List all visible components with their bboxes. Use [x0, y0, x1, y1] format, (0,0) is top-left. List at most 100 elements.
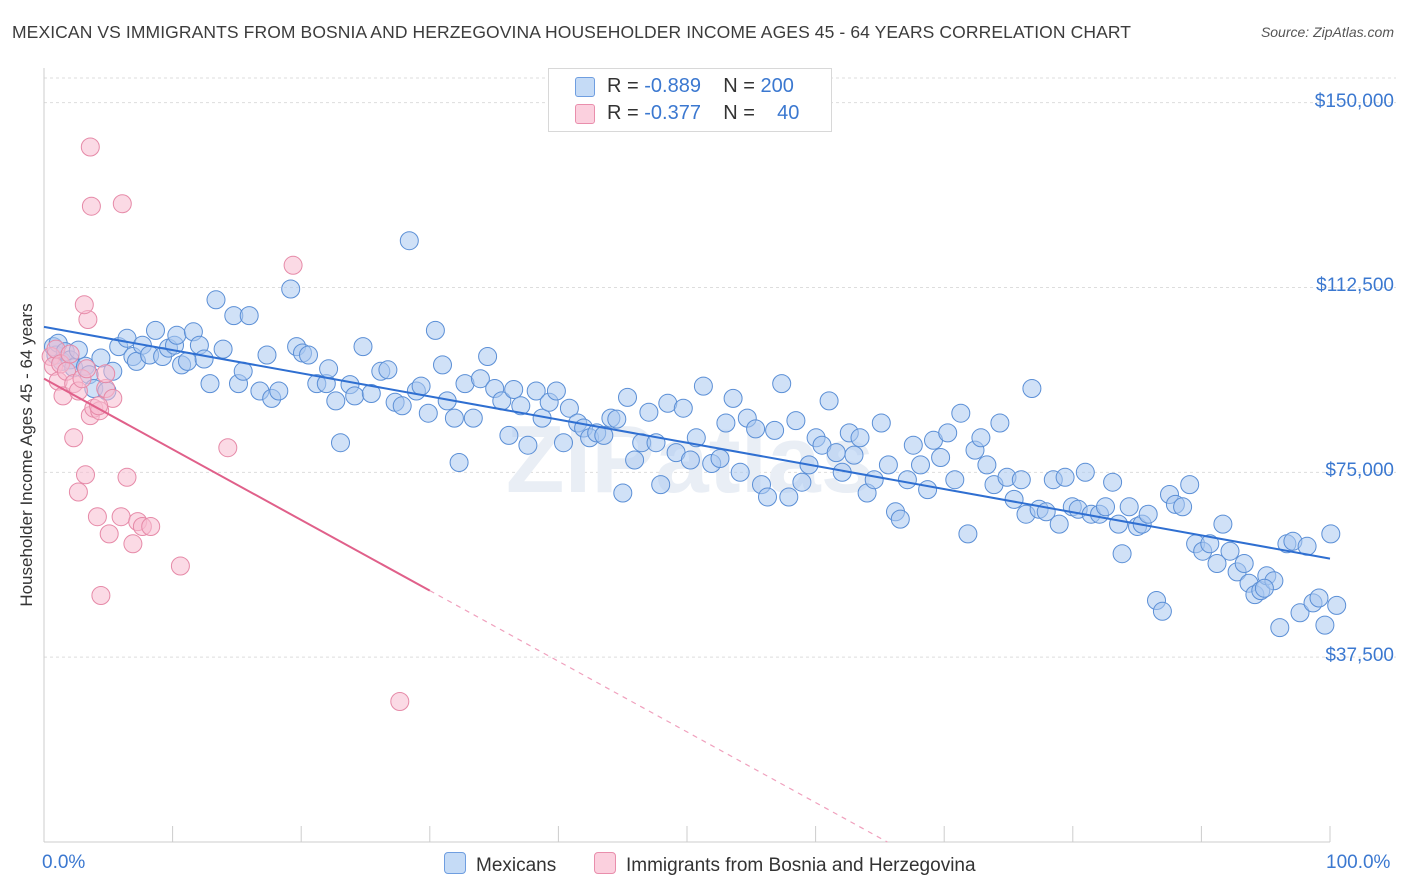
data-point [283, 255, 303, 275]
data-point [1207, 554, 1227, 573]
x-tick-min: 0.0% [42, 852, 86, 873]
data-point [911, 455, 930, 475]
data-point [890, 509, 910, 529]
data-point [1138, 504, 1158, 524]
data-point [123, 534, 143, 554]
data-point [1213, 514, 1233, 534]
legend-item-bosnia: Immigrants from Bosnia and Herzegovina [594, 852, 976, 877]
data-point [680, 450, 700, 470]
data-point [1290, 603, 1310, 623]
data-point [233, 361, 253, 381]
data-point [1270, 618, 1290, 638]
series-legend: Mexicans Immigrants from Bosnia and Herz… [0, 852, 1406, 878]
stats-legend: R = -0.889 N = 200 R = -0.377 N = 40 [548, 68, 832, 132]
axes [43, 68, 1331, 843]
data-point [1321, 524, 1341, 544]
data-point [257, 345, 277, 365]
data-point [1075, 462, 1095, 482]
data-point [96, 364, 116, 384]
data-point [64, 428, 84, 448]
data-point [444, 408, 464, 428]
data-point [878, 455, 898, 475]
mexicans-points [44, 231, 1347, 638]
data-point [903, 435, 923, 455]
data-point [931, 448, 951, 467]
legend-n-label: N = [723, 75, 761, 97]
data-point [1200, 534, 1220, 554]
data-point [607, 409, 627, 429]
data-point [331, 433, 350, 453]
data-point [449, 453, 469, 472]
data-point [1173, 497, 1193, 517]
data-point [91, 586, 111, 605]
data-point [194, 349, 214, 369]
data-point [206, 290, 226, 310]
data-point [361, 384, 381, 403]
legend-swatch-mexicans [575, 77, 595, 97]
data-point [433, 355, 452, 375]
data-point [1309, 588, 1329, 608]
legend-swatch-bosnia [594, 852, 616, 874]
data-point [141, 517, 161, 536]
y-tick-label: $112,500 [1316, 275, 1394, 297]
data-point [554, 433, 573, 453]
data-point [772, 374, 792, 394]
data-point [200, 374, 220, 394]
data-point [1119, 497, 1139, 517]
data-point [1055, 467, 1075, 487]
legend-r-value: -0.377 [644, 102, 701, 124]
y-tick-label: $37,500 [1325, 645, 1394, 667]
data-point [723, 388, 743, 408]
legend-n-value: 200 [760, 75, 794, 97]
data-point [1004, 489, 1024, 509]
data-point [710, 449, 730, 468]
data-point [746, 419, 766, 439]
data-point [392, 396, 412, 416]
legend-label-mexicans: Mexicans [476, 855, 557, 876]
data-point [319, 359, 339, 379]
data-point [499, 425, 519, 445]
data-point [673, 398, 693, 418]
data-point [60, 344, 80, 364]
data-point [399, 231, 419, 251]
data-point [546, 381, 566, 401]
bosnia-points [41, 137, 410, 711]
legend-swatch-bosnia [575, 104, 595, 124]
data-point [758, 487, 777, 507]
data-point [146, 320, 165, 340]
data-point [81, 196, 101, 216]
data-point [1022, 379, 1042, 398]
data-point [651, 475, 671, 495]
data-point [1315, 615, 1335, 635]
data-point [326, 391, 346, 411]
data-point [945, 470, 965, 490]
y-tick-label: $75,000 [1325, 460, 1394, 482]
data-point [504, 380, 524, 399]
data-point [971, 428, 991, 448]
legend-r-label: R = [607, 75, 645, 97]
data-point [269, 381, 289, 401]
data-point [1220, 541, 1240, 561]
data-point [411, 376, 431, 396]
y-axis-label: Householder Income Ages 45 - 64 years [17, 303, 36, 607]
data-point [1112, 544, 1132, 564]
data-point [938, 423, 958, 443]
legend-r-label: R = [607, 102, 645, 124]
x-tick-max: 100.0% [1326, 852, 1391, 873]
data-point [792, 472, 812, 492]
data-point [425, 320, 445, 340]
data-point [786, 411, 806, 431]
data-point [80, 137, 100, 157]
y-tick-label: $150,000 [1314, 90, 1394, 112]
data-point [281, 279, 301, 299]
data-point [178, 351, 197, 371]
legend-label-bosnia: Immigrants from Bosnia and Herzegovina [626, 855, 976, 876]
data-point [693, 376, 713, 396]
data-point [218, 438, 238, 458]
trend-line-mexicans [43, 325, 1331, 560]
data-point [613, 483, 633, 503]
data-point [299, 345, 318, 365]
data-point [686, 428, 706, 448]
data-point [1180, 475, 1200, 495]
